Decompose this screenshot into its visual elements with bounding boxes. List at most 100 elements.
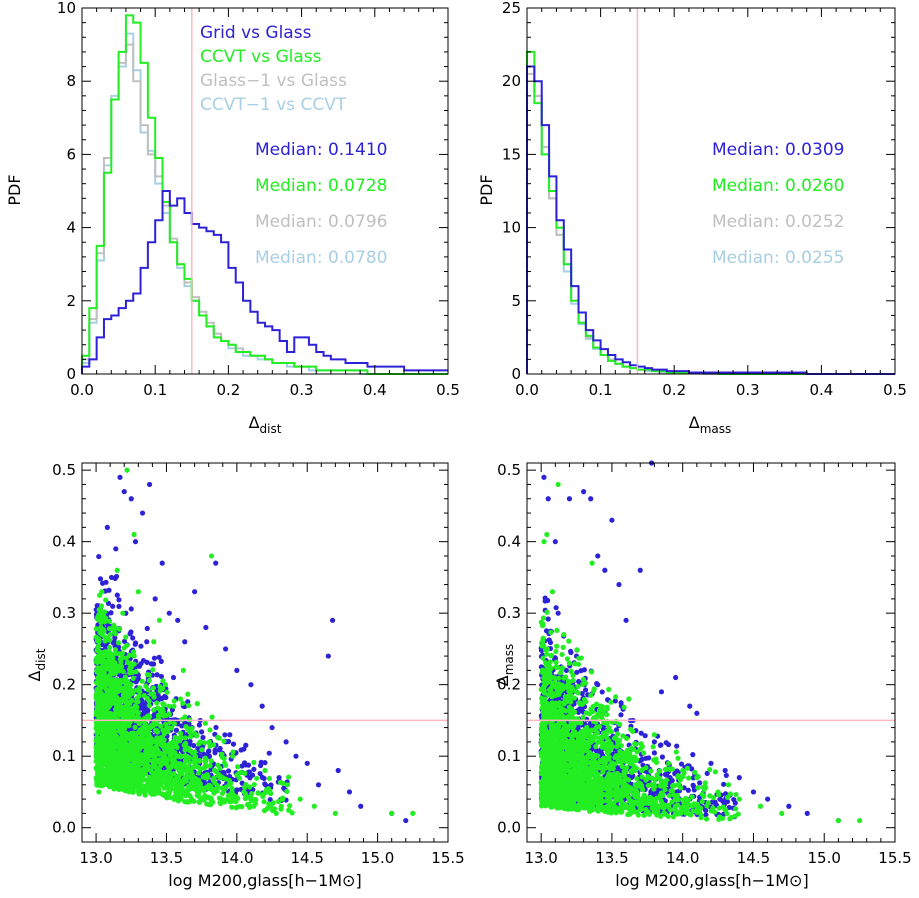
scatter-point [100, 750, 106, 757]
panel-delta-mass-scatter: Δmass log M200,glass[h−1M⊙] 13.0 13.5 14.0… [493, 460, 912, 890]
scatter-point [230, 753, 236, 759]
scatter-point [196, 785, 203, 791]
scatter-point [545, 597, 551, 604]
scatter-point [156, 758, 162, 765]
scatter-point [216, 795, 223, 801]
scatter-point [260, 793, 266, 800]
scatter-point [230, 741, 237, 747]
scatter-point [158, 658, 164, 664]
scatter-point [144, 625, 150, 632]
scatter-point [176, 764, 183, 770]
xlabel-sub: mass [700, 422, 732, 436]
scatter-point [109, 662, 116, 668]
scatter-point [120, 742, 126, 749]
scatter-point [142, 724, 148, 730]
x-tick-label: 0.3 [290, 381, 314, 399]
scatter-point [616, 581, 622, 588]
scatter-point [122, 721, 128, 727]
scatter-point [154, 700, 160, 706]
scatter-point [149, 781, 155, 787]
scatter-point [262, 760, 268, 766]
scatter-point [109, 776, 115, 782]
scatter-point [108, 746, 115, 752]
x-tick-label: 0.2 [662, 381, 686, 399]
scatter-point [120, 668, 126, 675]
scatter-point [164, 689, 170, 695]
scatter-point [191, 776, 197, 783]
scatter-point [110, 603, 116, 609]
scatter-point [103, 694, 109, 700]
scatter-point [141, 731, 147, 737]
scatter-point [151, 691, 157, 697]
scatter-point [113, 764, 119, 770]
scatter-point [124, 467, 130, 473]
scatter-point [166, 711, 172, 717]
scatter-point [130, 735, 136, 742]
y-tick-label: 0.4 [52, 533, 76, 551]
scatter-point [553, 605, 559, 611]
scatter-point [127, 660, 133, 666]
scatter-point [98, 721, 104, 727]
scatter-point [183, 793, 189, 799]
scatter-point [187, 793, 193, 799]
scatter-point [124, 758, 130, 764]
scatter-point [102, 682, 108, 688]
scatter-point [106, 645, 113, 651]
ylabel-sub: dist [34, 648, 48, 670]
scatter-point [358, 803, 364, 809]
scatter-point [140, 772, 146, 778]
y-tick-label: 0.5 [52, 461, 76, 479]
y-tick-label: 8 [66, 72, 76, 90]
scatter-point [109, 677, 116, 683]
scatter-point [183, 723, 189, 730]
scatter-point [208, 553, 215, 559]
scatter-point [107, 632, 113, 638]
scatter-point [181, 742, 187, 748]
y-tick-label: 10 [502, 219, 521, 237]
scatter-point [235, 764, 241, 770]
scatter-point [152, 753, 158, 759]
scatter-point [151, 707, 157, 713]
y-tick-label: 6 [66, 145, 76, 163]
scatter-point [214, 785, 220, 792]
scatter-point [99, 589, 105, 595]
xlabel-main: Δ [689, 413, 700, 432]
scatter-point [211, 742, 217, 748]
scatter-point [658, 689, 665, 695]
scatter-point [261, 808, 268, 814]
scatter-point [130, 730, 137, 736]
scatter-point [182, 639, 188, 645]
scatter-point [150, 685, 157, 691]
scatter-point [161, 731, 167, 737]
scatter-point [139, 678, 145, 684]
scatter-point [212, 750, 218, 756]
scatter-point [581, 489, 587, 495]
scatter-point [286, 774, 292, 780]
scatter-point [171, 721, 178, 727]
scatter-point [135, 730, 141, 736]
scatter-point [217, 775, 223, 781]
scatter-point [254, 775, 260, 781]
scatter-point [158, 673, 164, 680]
scatter-point [173, 778, 179, 785]
scatter-point [243, 742, 249, 748]
scatter-point [602, 567, 608, 573]
scatter-point [187, 734, 194, 740]
scatter-point [176, 735, 182, 741]
x-tick-label: 14.0 [220, 849, 253, 867]
scatter-point [201, 788, 207, 794]
plot-frame [81, 7, 449, 375]
scatter-point [110, 734, 116, 740]
scatter-point [552, 539, 558, 545]
scatter-point [233, 799, 239, 805]
scatter-point [568, 648, 574, 654]
scatter-point [221, 760, 228, 766]
scatter-point [284, 782, 291, 788]
scatter-point [209, 714, 215, 720]
scatter-point [98, 603, 105, 609]
scatter-point [160, 678, 166, 684]
scatter-point [126, 788, 132, 794]
scatter-point [198, 766, 204, 772]
scatter-point [149, 758, 155, 764]
x-tick-label: 13.5 [150, 849, 183, 867]
